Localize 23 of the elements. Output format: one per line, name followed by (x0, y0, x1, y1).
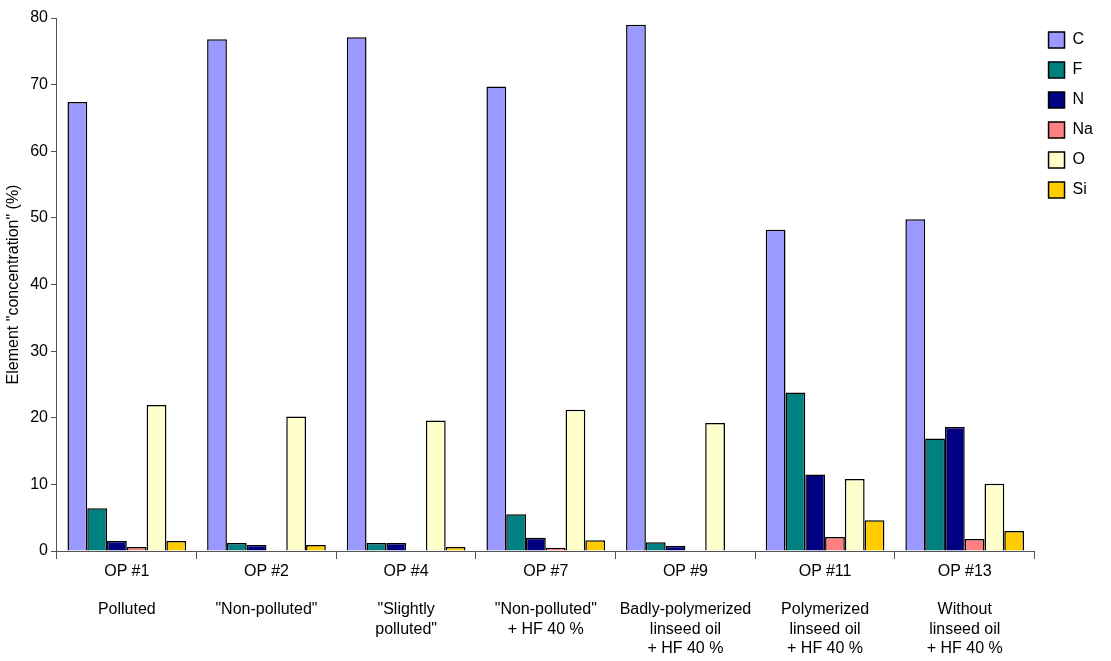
legend-label: Na (1072, 120, 1094, 138)
y-tick-label: 0 (39, 541, 49, 559)
category-label: OP #11 Polymerized linseed oil + HF 40 % (781, 562, 870, 656)
legend-label: O (1072, 150, 1085, 168)
category-label: OP #13 Without linseed oil + HF 40 % (926, 562, 1003, 656)
legend-label: C (1072, 30, 1085, 48)
category-label: OP #2 "Non-polluted" (215, 562, 318, 618)
category-label: OP #1 Polluted (97, 562, 156, 618)
y-tick-label: 80 (30, 8, 49, 26)
y-axis-title: Element "concentration" (%) (4, 184, 22, 385)
legend-label: Si (1072, 180, 1087, 198)
y-tick-label: 50 (30, 208, 49, 226)
y-tick-label: 40 (30, 274, 49, 292)
y-tick-label: 30 (30, 341, 49, 359)
y-tick-label: 60 (30, 141, 49, 159)
legend-label: N (1072, 90, 1085, 108)
y-tick-label: 10 (30, 474, 49, 492)
category-label: OP #7 "Non-polluted" + HF 40 % (494, 562, 597, 637)
category-label: OP #4 "Slightly polluted" (375, 562, 437, 637)
legend-label: F (1072, 60, 1083, 78)
y-tick-label: 70 (30, 75, 49, 93)
category-label: OP #9 Badly-polymerized linseed oil + HF 40 % (619, 562, 752, 656)
y-tick-label: 20 (30, 408, 49, 426)
